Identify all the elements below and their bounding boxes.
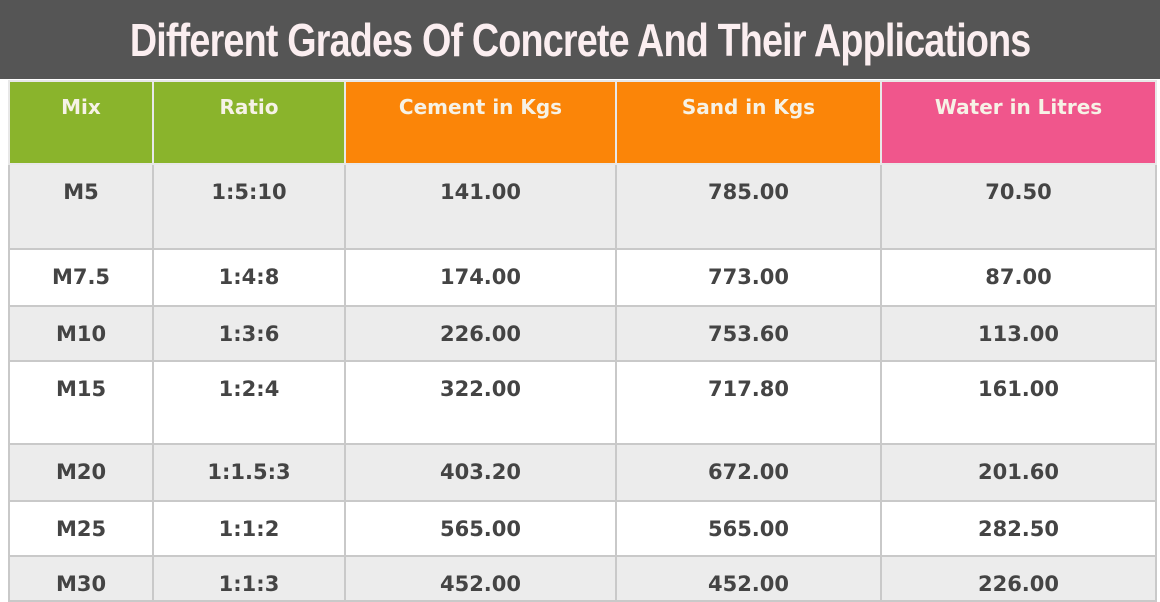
header-row: Mix Ratio Cement in Kgs Sand in Kgs Wate… (8, 80, 1157, 165)
cell-mix: M10 (8, 305, 154, 362)
header-water: Water in Litres (880, 80, 1157, 165)
cell-water: 201.60 (880, 443, 1157, 502)
cell-cement: 322.00 (344, 360, 617, 445)
table-row: M5 1:5:10 141.00 785.00 70.50 (8, 163, 1157, 250)
cell-sand: 717.80 (615, 360, 882, 445)
cell-mix: M20 (8, 443, 154, 502)
cell-water: 282.50 (880, 500, 1157, 557)
cell-ratio: 1:1:2 (152, 500, 346, 557)
cell-sand: 785.00 (615, 163, 882, 250)
cell-cement: 403.20 (344, 443, 617, 502)
cell-cement: 452.00 (344, 555, 617, 602)
table-row: M15 1:2:4 322.00 717.80 161.00 (8, 360, 1157, 445)
page-title: Different Grades Of Concrete And Their A… (129, 13, 1031, 66)
header-cement: Cement in Kgs (344, 80, 617, 165)
title-bar: Different Grades Of Concrete And Their A… (0, 0, 1160, 79)
cell-ratio: 1:3:6 (152, 305, 346, 362)
cell-water: 226.00 (880, 555, 1157, 602)
cell-mix: M25 (8, 500, 154, 557)
table-row: M25 1:1:2 565.00 565.00 282.50 (8, 500, 1157, 557)
table-row: M30 1:1:3 452.00 452.00 226.00 (8, 555, 1157, 602)
cell-mix: M15 (8, 360, 154, 445)
header-sand: Sand in Kgs (615, 80, 882, 165)
table-row: M10 1:3:6 226.00 753.60 113.00 (8, 305, 1157, 362)
cell-ratio: 1:4:8 (152, 248, 346, 307)
cell-water: 113.00 (880, 305, 1157, 362)
cell-cement: 141.00 (344, 163, 617, 250)
header-ratio: Ratio (152, 80, 346, 165)
cell-water: 161.00 (880, 360, 1157, 445)
cell-sand: 753.60 (615, 305, 882, 362)
cell-water: 87.00 (880, 248, 1157, 307)
cell-ratio: 1:1.5:3 (152, 443, 346, 502)
cell-sand: 773.00 (615, 248, 882, 307)
concrete-grades-table: Mix Ratio Cement in Kgs Sand in Kgs Wate… (8, 80, 1157, 602)
cell-sand: 672.00 (615, 443, 882, 502)
cell-ratio: 1:5:10 (152, 163, 346, 250)
table-row: M20 1:1.5:3 403.20 672.00 201.60 (8, 443, 1157, 502)
cell-mix: M5 (8, 163, 154, 250)
table-row: M7.5 1:4:8 174.00 773.00 87.00 (8, 248, 1157, 307)
cell-cement: 174.00 (344, 248, 617, 307)
cell-water: 70.50 (880, 163, 1157, 250)
cell-sand: 565.00 (615, 500, 882, 557)
cell-ratio: 1:1:3 (152, 555, 346, 602)
header-mix: Mix (8, 80, 154, 165)
cell-sand: 452.00 (615, 555, 882, 602)
cell-mix: M7.5 (8, 248, 154, 307)
cell-cement: 226.00 (344, 305, 617, 362)
cell-mix: M30 (8, 555, 154, 602)
cell-ratio: 1:2:4 (152, 360, 346, 445)
cell-cement: 565.00 (344, 500, 617, 557)
